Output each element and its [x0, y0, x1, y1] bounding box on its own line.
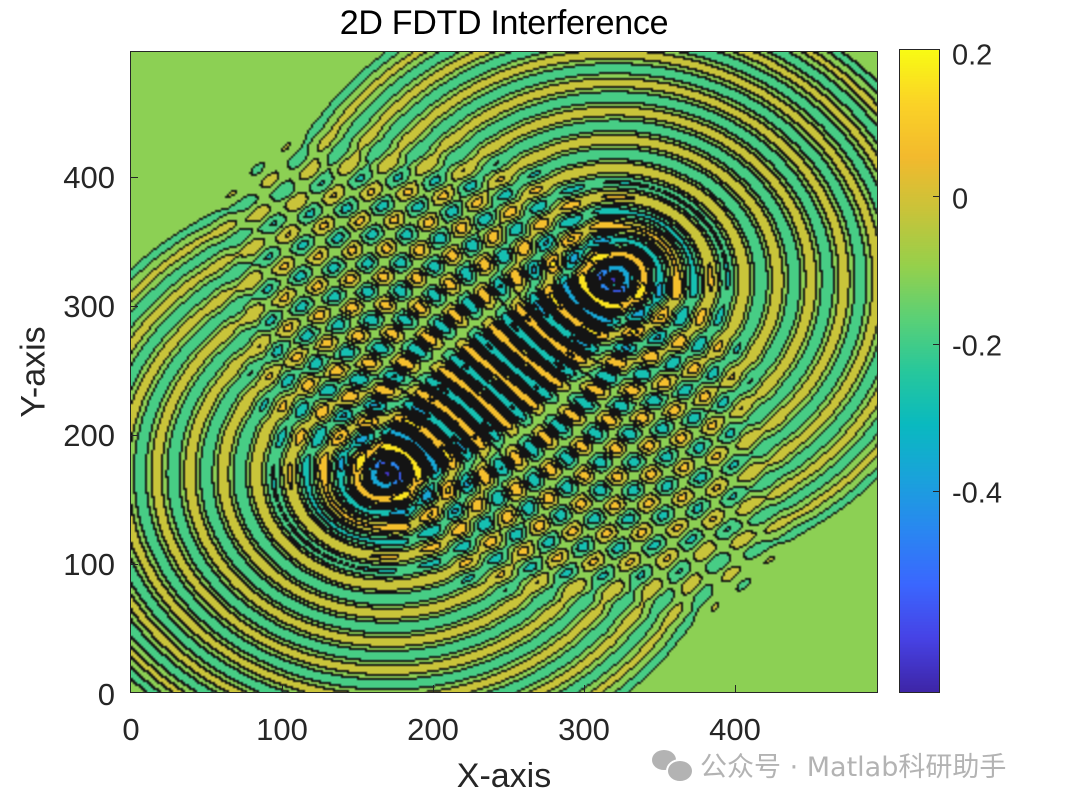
x-tick-label: 300: [558, 712, 610, 747]
y-tickmark: [130, 435, 138, 436]
colorbar-tick-label: -0.4: [952, 477, 1002, 510]
watermark: 公众号 · Matlab科研助手: [652, 745, 1006, 784]
colorbar-gradient: [900, 50, 939, 692]
x-tick-label: 200: [407, 712, 459, 747]
colorbar-tick-label: -0.2: [952, 330, 1002, 363]
x-tickmark: [735, 685, 736, 693]
colorbar-tickmark: [933, 196, 939, 197]
colorbar-tick-label: 0.2: [952, 39, 993, 72]
x-tickmark: [433, 685, 434, 693]
y-tick-label: 0: [97, 677, 115, 712]
y-tickmark: [130, 306, 138, 307]
wechat-icon: [652, 749, 694, 783]
colorbar-tickmark: [933, 344, 939, 345]
y-tickmark: [130, 177, 138, 178]
colorbar-tickmark: [933, 491, 939, 492]
x-tick-label: 400: [709, 712, 761, 747]
y-tick-label: 400: [63, 160, 115, 195]
x-tick-label: 100: [256, 712, 308, 747]
chart-title: 2D FDTD Interference: [339, 4, 669, 42]
y-tick-label: 100: [63, 547, 115, 582]
colorbar: [899, 49, 940, 693]
colorbar-tick-label: 0: [952, 183, 969, 216]
y-axis-label: Y-axis: [14, 326, 53, 418]
x-tick-label: 0: [122, 712, 140, 747]
x-tickmark: [282, 685, 283, 693]
contour-field: [131, 52, 877, 692]
x-axis-label: X-axis: [456, 757, 552, 795]
watermark-text: 公众号 · Matlab科研助手: [700, 752, 1007, 783]
y-tick-label: 200: [63, 418, 115, 453]
y-tickmark: [130, 564, 138, 565]
x-tickmark: [584, 685, 585, 693]
y-tick-label: 300: [63, 289, 115, 324]
contour-plot-area[interactable]: [130, 51, 878, 693]
